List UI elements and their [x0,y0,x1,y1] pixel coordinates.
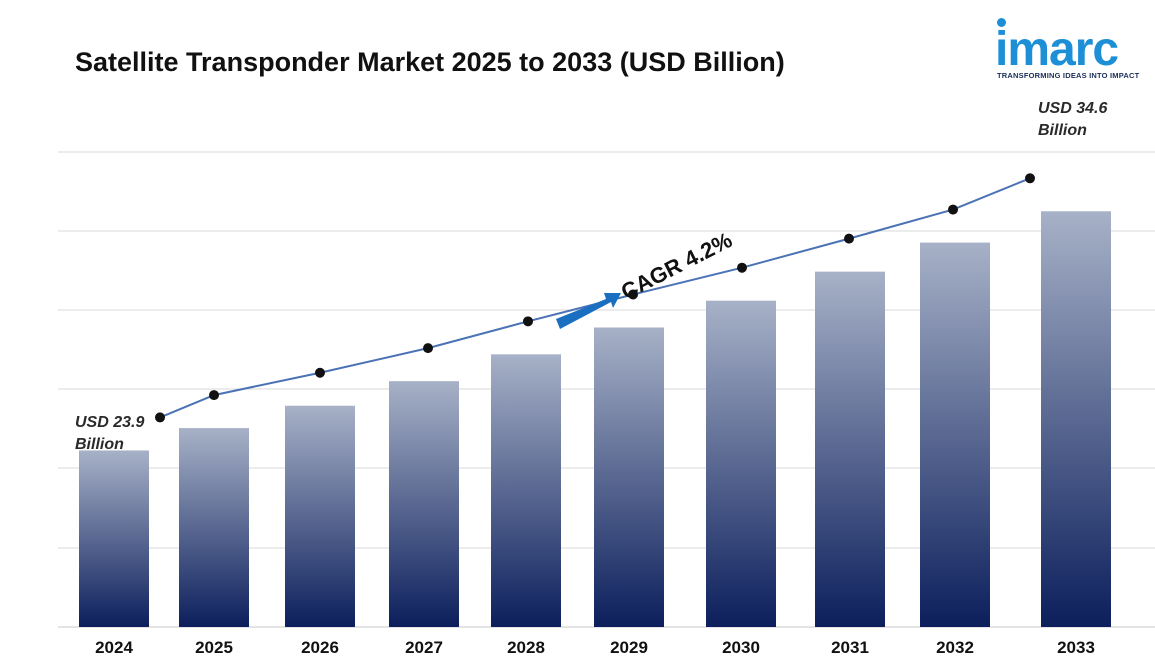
start-value: USD 23.9 [75,414,145,431]
trend-line [155,173,1035,423]
bar-2025 [179,428,249,627]
bar-2033 [1041,211,1111,628]
trend-point-2032 [948,204,958,215]
x-tick-label-2027: 2027 [405,638,443,657]
bar-2027 [389,381,459,627]
trend-point-2030 [737,262,747,273]
trend-point-2033 [1025,173,1035,184]
trend-point-2027 [423,343,433,354]
logo-wordmark: imarc [995,23,1119,76]
trend-point-2028 [523,316,533,327]
cagr-label: CAGR 4.2% [617,227,736,304]
cagr-arrow-icon [556,293,621,329]
x-tick-label-2032: 2032 [936,638,974,657]
trend-point-2029 [628,289,638,300]
trend-point-2026 [315,367,325,378]
chart-title: Satellite Transponder Market 2025 to 203… [75,47,785,77]
logo-dot-icon [997,18,1006,27]
x-tick-label-2030: 2030 [722,638,760,657]
trend-point-2024 [155,412,165,423]
bar-2029 [594,327,664,627]
bars [79,211,1111,628]
start-unit: Billion [75,436,124,453]
x-tick-label-2025: 2025 [195,638,233,657]
x-axis-tick-labels: 2024 2025 2026 2027 2028 2029 2030 2031 2032 2033 [95,638,1095,657]
bar-2026 [285,405,355,627]
trend-point-2025 [209,390,219,401]
bar-2030 [706,300,776,627]
trend-polyline [159,177,1031,419]
x-tick-label-2026: 2026 [301,638,339,657]
end-value: USD 34.6 [1038,100,1108,117]
start-value-annotation: USD 23.9 Billion [75,412,185,456]
end-value-annotation: USD 34.6 Billion [1038,98,1148,142]
bar-2031 [815,271,885,627]
x-tick-label-2028: 2028 [507,638,545,657]
logo-tagline: TRANSFORMING IDEAS INTO IMPACT [997,71,1140,80]
x-tick-label-2029: 2029 [610,638,648,657]
x-tick-label-2031: 2031 [831,638,869,657]
bar-2024 [79,450,149,627]
end-unit: Billion [1038,122,1087,139]
x-tick-label-2033: 2033 [1057,638,1095,657]
bar-2032 [920,242,990,627]
imarc-logo: imarc TRANSFORMING IDEAS INTO IMPACT [993,14,1143,84]
bar-2028 [491,354,561,627]
x-tick-label-2024: 2024 [95,638,133,657]
trend-point-2031 [844,233,854,244]
